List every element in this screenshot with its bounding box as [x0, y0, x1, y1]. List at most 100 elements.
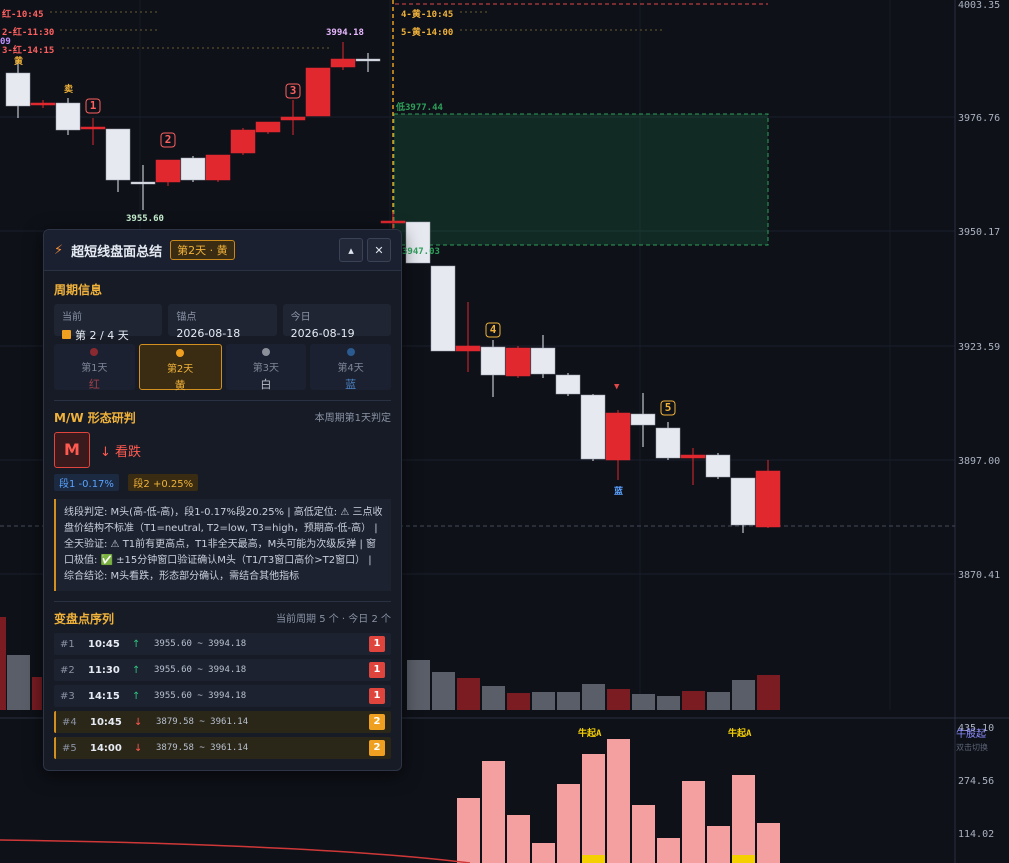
signal-mark	[582, 855, 605, 863]
info-value: 2026-08-18	[176, 327, 268, 340]
indicator-bar	[532, 843, 555, 863]
candle-body	[530, 347, 556, 375]
price-tick-label: 4003.35	[958, 0, 1000, 11]
annotation: 5-黄-14:00	[401, 26, 453, 38]
close-button[interactable]: ✕	[367, 238, 391, 262]
info-value: 第 2 / 4 天	[62, 327, 154, 343]
candle-body	[155, 159, 181, 183]
verdict: ↓ 看跌	[100, 444, 142, 460]
turn-day: 1	[369, 636, 385, 652]
candle-body	[55, 102, 81, 131]
candle-body	[580, 394, 606, 460]
turn-no: #5	[62, 742, 77, 754]
day-color: 红	[88, 378, 100, 391]
day-tab[interactable]: 第4天蓝	[310, 344, 391, 391]
volume-bar	[732, 680, 755, 710]
signal-mark	[732, 855, 755, 863]
candle-body	[130, 181, 156, 185]
volume-bar	[582, 684, 605, 710]
indicator-bar	[482, 761, 505, 863]
price-tick-label: 3950.17	[958, 227, 1000, 238]
section-title: 周期信息	[54, 283, 103, 297]
day-tab[interactable]: 第1天红	[54, 344, 135, 391]
info-box: 锚点 2026-08-18	[168, 304, 277, 340]
volume-bar	[457, 678, 480, 710]
day-color: 蓝	[345, 378, 357, 391]
turn-dir: ↓	[134, 716, 143, 728]
annotation: 2	[165, 133, 172, 146]
price-tick-label: 3976.76	[958, 113, 1000, 124]
candle-body	[630, 413, 656, 426]
candle-body	[755, 470, 781, 528]
turn-time: 10:45	[88, 638, 120, 650]
turn-range: 3879.58 ~ 3961.14	[156, 743, 249, 753]
annotation: 3	[290, 84, 297, 97]
candle-body	[430, 265, 456, 352]
collapse-button[interactable]: ▴	[339, 238, 363, 262]
candle-body	[355, 58, 381, 62]
segment-chip: 段2 +0.25%	[128, 474, 199, 491]
candle-body	[205, 154, 231, 181]
info-text: 2026-08-18	[176, 327, 241, 340]
volume-bar	[682, 691, 705, 710]
section-title: 变盘点序列	[54, 612, 115, 626]
turn-row: #2 11:30 ↑ 3955.60 ~ 3994.18 1	[54, 659, 391, 681]
candle-body	[380, 220, 406, 224]
volume-bar	[632, 694, 655, 710]
indicator-bar	[607, 739, 630, 863]
turn-row: #5 14:00 ↓ 3879.58 ~ 3961.14 2	[54, 737, 391, 759]
turn-day: 1	[369, 688, 385, 704]
candle-body	[705, 454, 731, 478]
annotation: 1	[90, 99, 97, 112]
turns-header: 变盘点序列 当前周期 5 个 · 今日 2 个	[54, 601, 391, 627]
indicator-bar	[657, 838, 680, 863]
annotation: 3947.03	[402, 247, 440, 257]
candle-body	[405, 221, 431, 264]
volume-bar	[707, 692, 730, 710]
indicator-bar	[507, 815, 530, 863]
day-color: 黄	[174, 379, 186, 392]
annotation: 4-黄-10:45	[401, 8, 453, 20]
volume-bar	[607, 689, 630, 710]
day-tab[interactable]: 第3天白	[225, 344, 307, 391]
pattern-letter: M	[54, 432, 90, 468]
day-tab[interactable]: 第2天黄	[138, 344, 222, 392]
candle-body	[680, 454, 706, 459]
turn-day: 1	[369, 662, 385, 678]
volume-bar	[532, 692, 555, 710]
annotation: 4	[490, 323, 497, 336]
volume-bar	[482, 686, 505, 710]
marker-box	[485, 322, 501, 338]
panel-title: 超短线盘面总结	[71, 244, 163, 260]
mw-note: 本周期第1天判定	[314, 413, 391, 424]
day-color: 白	[260, 378, 272, 391]
turn-dir: ↑	[132, 690, 141, 702]
marker-box	[160, 132, 176, 148]
candle-body	[280, 116, 306, 121]
turn-row: #4 10:45 ↓ 3879.58 ~ 3961.14 2	[54, 711, 391, 733]
turn-no: #3	[60, 690, 75, 702]
section-title: M/W 形态研判	[54, 411, 136, 425]
volume-bar	[32, 677, 42, 710]
indicator-bar	[457, 798, 480, 863]
volume-bar	[657, 696, 680, 710]
turn-day: 2	[369, 740, 385, 756]
turns-note: 当前周期 5 个 · 今日 2 个	[276, 614, 391, 625]
turn-no: #1	[60, 638, 75, 650]
annotation: 5	[665, 401, 672, 414]
indicator-bar	[707, 826, 730, 863]
turn-range: 3955.60 ~ 3994.18	[154, 639, 247, 649]
info-text: 2026-08-19	[290, 327, 355, 340]
indicator-tick-label: 114.02	[958, 829, 994, 840]
indicator-bar	[682, 781, 705, 863]
annotation: 09	[0, 37, 11, 47]
indicator-tick-label: 435.10	[958, 723, 994, 734]
candle-body	[455, 345, 481, 352]
day-name: 第3天	[252, 363, 280, 374]
annotation: 卖	[64, 83, 73, 95]
turn-row: #1 10:45 ↑ 3955.60 ~ 3994.18 1	[54, 633, 391, 655]
indicator-bar	[732, 775, 755, 863]
annotation: 3-红-14:15	[2, 44, 54, 56]
candle-body	[255, 121, 281, 133]
info-label: 当前	[62, 312, 82, 323]
